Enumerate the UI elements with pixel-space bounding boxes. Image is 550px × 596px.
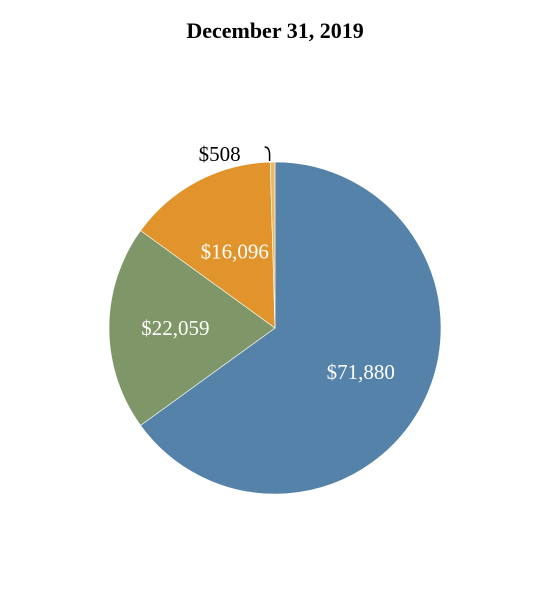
slice-label-0: $71,880 [327, 360, 395, 384]
chart-title: December 31, 2019 [186, 18, 363, 43]
slice-label-3: $508 [199, 142, 241, 166]
pie-slice-2 [140, 161, 276, 329]
pie-slice-0 [140, 161, 442, 495]
pie-slice-3 [269, 161, 276, 329]
pie-slices [108, 161, 442, 495]
slice-label-1: $22,059 [141, 316, 209, 340]
pie-slice-1 [108, 230, 276, 426]
small-slice-leader-line [264, 146, 271, 161]
pie-labels: $71,880 $22,059 $16,096 $508 [141, 142, 395, 384]
slice-label-2: $16,096 [201, 240, 269, 264]
